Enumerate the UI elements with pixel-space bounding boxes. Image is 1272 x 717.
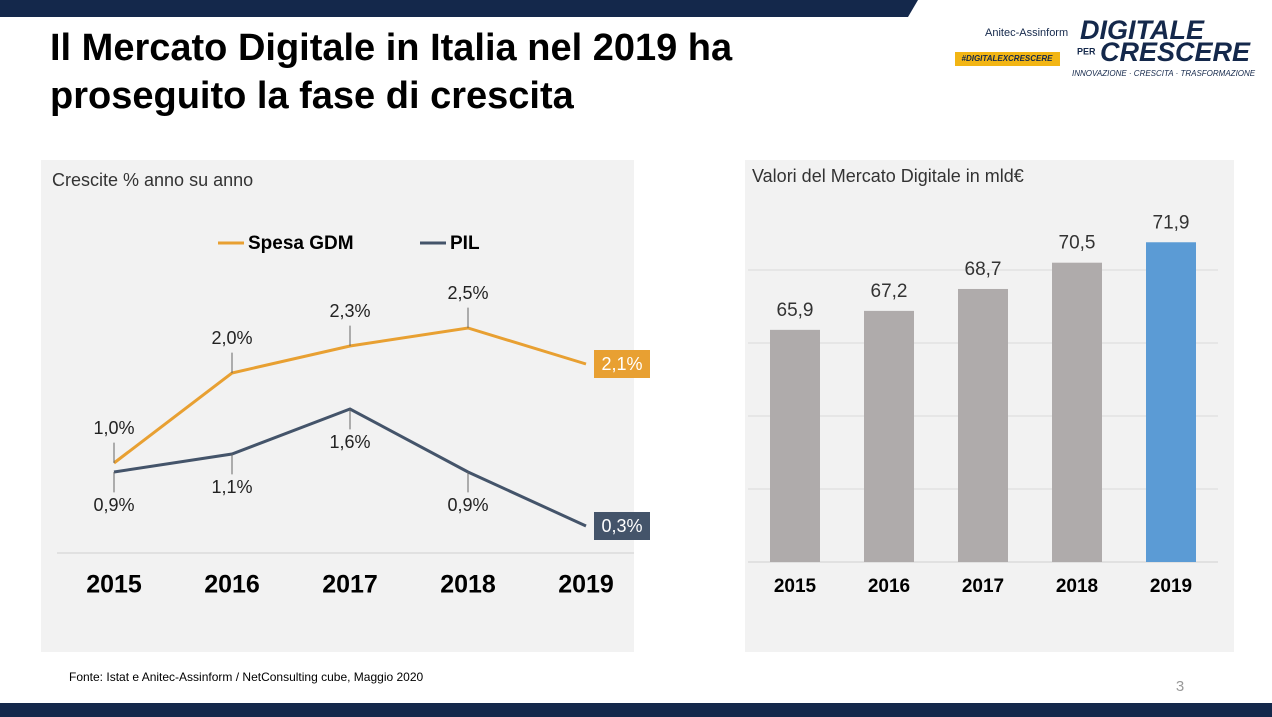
slide-title: Il Mercato Digitale in Italia nel 2019 h… [50,27,733,117]
source: Fonte: Istat e Anitec-Assinform / NetCon… [69,670,424,684]
logo-crescere: CRESCERE [1100,37,1251,67]
bar [1146,242,1196,562]
bar [1052,262,1102,562]
data-label: 1,0% [93,418,134,438]
legend-label: Spesa GDM [248,233,354,254]
logo-per: PER [1077,46,1096,56]
x-tick-label: 2015 [774,576,817,597]
x-tick-label: 2019 [1150,576,1192,597]
data-label: 0,9% [93,495,134,515]
x-tick-label: 2016 [868,576,910,597]
x-tick-label: 2015 [86,571,142,599]
logo-tagline: INNOVAZIONE · CRESCITA · TRASFORMAZIONE [1072,69,1256,78]
data-label: 1,6% [329,432,370,452]
data-label: 2,3% [329,301,370,321]
bar-subtitle: Valori del Mercato Digitale in mld€ [752,166,1024,186]
label-box [594,350,650,378]
data-label: 70,5 [1059,233,1096,254]
data-label: 2,1% [601,354,642,374]
x-tick-label: 2018 [440,571,496,599]
bar [958,288,1008,562]
legend-label: PIL [450,233,480,254]
data-label: 0,9% [447,495,488,515]
x-tick-label: 2016 [204,571,260,599]
logo-hashtag: #DIGITALEXCRESCERE [962,54,1054,63]
logo-anitec: Anitec-Assinform [985,27,1068,39]
data-label: 2,5% [447,283,488,303]
bottom-band [0,703,1272,717]
label-box [594,512,650,540]
data-label: 2,0% [211,328,252,348]
data-label: 1,1% [211,477,252,497]
data-label: 67,2 [871,281,908,302]
bar [770,329,820,562]
data-label: 68,7 [965,259,1002,280]
data-label: 65,9 [777,300,814,321]
logo-digitale: DIGITALE [1080,15,1205,45]
line-subtitle: Crescite % anno su anno [52,170,253,190]
logo-hashtag-bg [955,52,1060,66]
panel-left [41,160,634,652]
x-tick-label: 2018 [1056,576,1098,597]
data-label: 71,9 [1153,212,1190,233]
top-band [0,0,918,17]
x-tick-label: 2017 [962,576,1004,597]
bar [864,310,914,562]
x-tick-label: 2017 [322,571,378,599]
x-tick-label: 2019 [558,571,614,599]
page-number: 3 [1176,678,1184,695]
data-label: 0,3% [601,516,642,536]
